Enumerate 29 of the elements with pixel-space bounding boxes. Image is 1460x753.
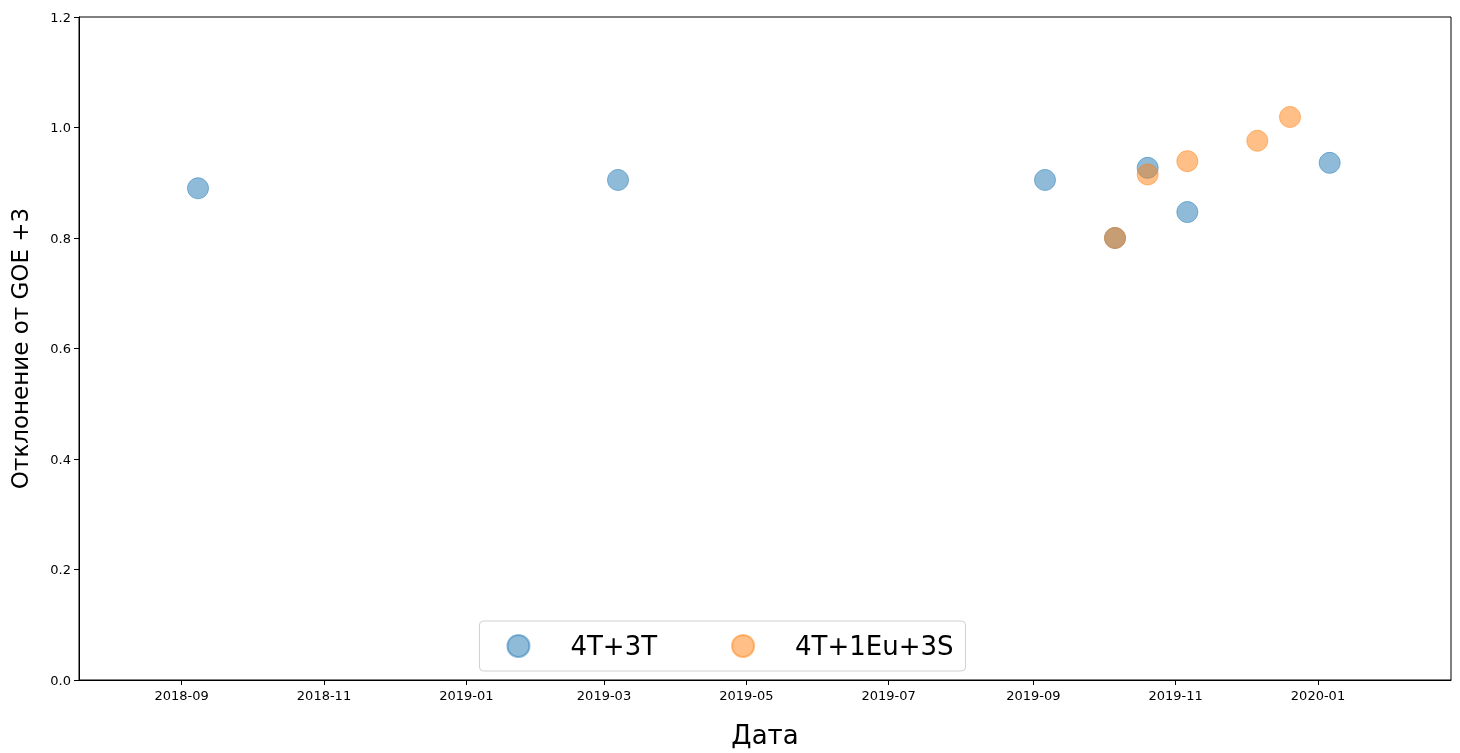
legend-label: 4T+1Eu+3S [795, 631, 954, 661]
legend-label: 4T+3T [570, 631, 658, 661]
point [1246, 129, 1269, 152]
y-tick-label: 0.6 [50, 341, 71, 356]
y-tick-label: 0.0 [50, 672, 71, 688]
x-tick-label: 2019-11 [1148, 688, 1203, 703]
y-axis-title: Отклонение от GOE +3 [6, 207, 33, 490]
y-tick-label: 1.2 [50, 9, 71, 25]
point [1176, 150, 1199, 173]
point [1034, 168, 1056, 191]
y-tick-label: 0.2 [50, 562, 71, 577]
point [1136, 163, 1159, 186]
x-tick-label: 2019-07 [861, 688, 916, 703]
y-tick-label: 1.0 [50, 120, 71, 135]
x-tick-label: 2019-09 [1006, 688, 1061, 703]
x-tick-label: 2019-05 [719, 688, 774, 703]
point [1279, 106, 1301, 128]
x-tick-label: 2018-11 [296, 688, 352, 703]
x-tick-label: 2018-09 [154, 688, 209, 703]
x-axis-title: Дата [731, 720, 799, 750]
point [1318, 151, 1341, 174]
x-tick-label: 2019-03 [576, 688, 632, 703]
point [607, 168, 629, 191]
y-tick-label: 0.8 [50, 230, 71, 246]
point [187, 177, 209, 200]
point [1176, 201, 1199, 224]
x-tick-label: 2019-01 [439, 688, 494, 703]
y-tick-label: 0.4 [50, 451, 71, 467]
x-tick-label: 2020-01 [1290, 688, 1346, 703]
